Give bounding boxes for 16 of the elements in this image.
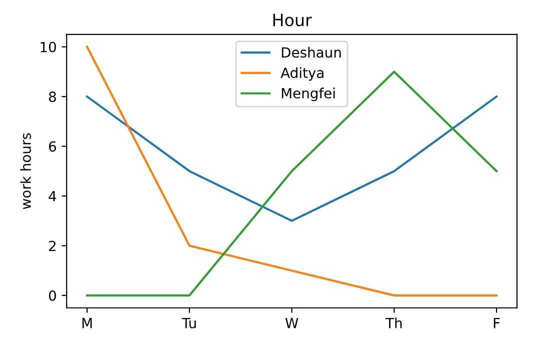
- x-tick-label: Tu: [182, 318, 196, 328]
- y-axis-title: work hours: [20, 133, 31, 210]
- x-tick-label: M: [82, 318, 92, 328]
- legend-label: Aditya: [280, 67, 324, 81]
- x-tick-label: W: [285, 318, 298, 328]
- chart-title: Hour: [273, 14, 312, 26]
- y-tick-label: 10: [40, 42, 56, 52]
- x-tick-label: Th: [385, 318, 402, 328]
- legend-label: Mengfei: [282, 88, 335, 102]
- y-tick-label: 2: [49, 240, 56, 251]
- x-tick-label: F: [494, 318, 500, 328]
- y-tick-label: 4: [48, 191, 56, 202]
- legend-label: Deshaun: [282, 46, 341, 58]
- y-tick-label: 6: [49, 141, 56, 152]
- y-tick-label: 8: [49, 92, 56, 102]
- y-tick-label: 0: [48, 290, 56, 301]
